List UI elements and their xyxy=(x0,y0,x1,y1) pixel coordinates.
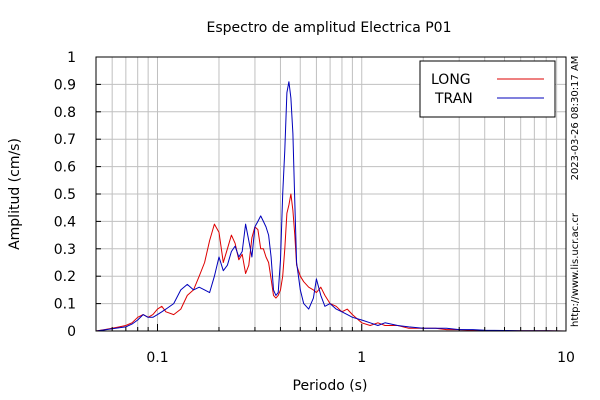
series-layer xyxy=(95,81,567,332)
y-tick-label: 0.8 xyxy=(54,105,76,121)
y-tick-label: 0.9 xyxy=(54,77,76,93)
y-tick-label: 1 xyxy=(67,50,76,66)
x-tick-label: 0.1 xyxy=(146,350,168,366)
y-tick-label: 0.2 xyxy=(54,269,76,285)
y-tick-label: 0.4 xyxy=(54,214,76,230)
legend: LONG TRAN xyxy=(419,60,556,118)
x-tick-label: 1 xyxy=(357,350,366,366)
legend-label-tran: TRAN xyxy=(434,91,473,107)
y-axis-label: Amplitud (cm/s) xyxy=(7,138,23,250)
y-tick-label: 0.3 xyxy=(54,242,76,258)
legend-label-long: LONG xyxy=(431,72,471,88)
x-axis-label: Periodo (s) xyxy=(293,378,368,394)
x-axis-ticks: 0.1 1 10 xyxy=(95,324,575,366)
series-line-tran xyxy=(95,81,567,332)
y-tick-label: 0 xyxy=(67,324,76,340)
y-tick-label: 0.5 xyxy=(54,187,76,203)
x-tick-label: 10 xyxy=(557,350,575,366)
y-axis-ticks: 0 0.1 0.2 0.3 0.4 0.5 0.6 0.7 0.8 0.9 1 xyxy=(54,50,101,340)
series-line-long xyxy=(95,193,567,332)
y-tick-label: 0.6 xyxy=(54,160,76,176)
chart-title: Espectro de amplitud Electrica P01 xyxy=(207,20,452,36)
legend-box xyxy=(419,60,556,118)
y-tick-label: 0.7 xyxy=(54,132,76,148)
y-tick-label: 0.1 xyxy=(54,297,76,313)
timestamp-text: 2023-03-26 08:30:17 AM xyxy=(570,56,581,181)
source-url-text: http://www.lis.ucr.ac.cr xyxy=(570,212,581,327)
